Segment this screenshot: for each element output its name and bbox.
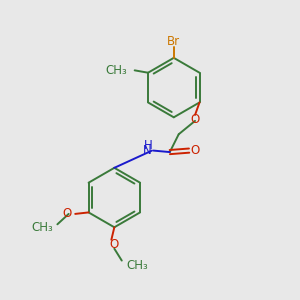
Text: N: N (143, 144, 152, 157)
Text: CH₃: CH₃ (31, 221, 53, 234)
Text: Br: Br (167, 35, 180, 48)
Text: O: O (110, 238, 119, 251)
Text: O: O (190, 113, 200, 126)
Text: O: O (62, 207, 72, 220)
Text: O: O (190, 144, 200, 157)
Text: H: H (144, 139, 152, 152)
Text: CH₃: CH₃ (126, 259, 148, 272)
Text: CH₃: CH₃ (105, 64, 127, 77)
